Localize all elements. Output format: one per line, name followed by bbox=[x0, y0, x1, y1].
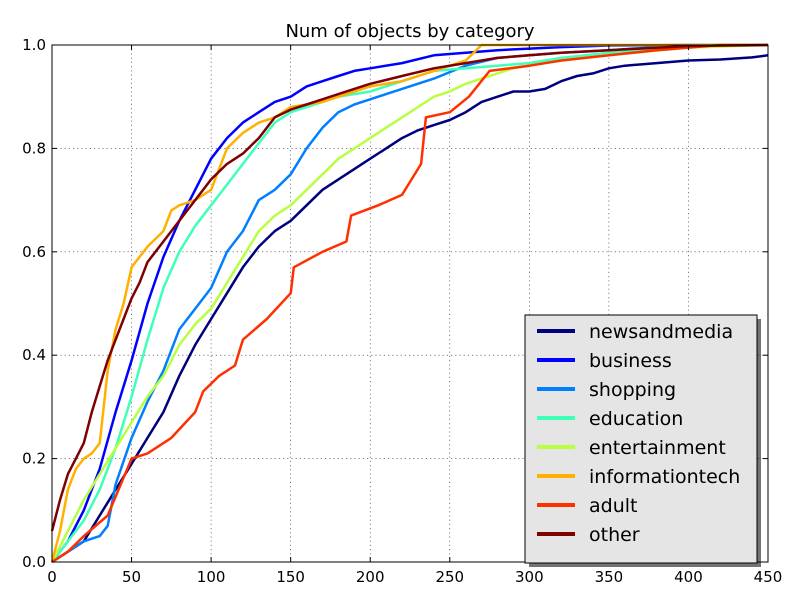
x-tick-label: 250 bbox=[435, 568, 464, 586]
x-tick-label: 450 bbox=[754, 568, 783, 586]
series-line-informationtech bbox=[50, 43, 768, 563]
y-tick-label: 0.6 bbox=[22, 243, 46, 261]
y-tick-label: 0.0 bbox=[22, 553, 46, 571]
x-tick-label: 400 bbox=[674, 568, 703, 586]
legend-label: other bbox=[589, 524, 640, 546]
legend-label: informationtech bbox=[589, 466, 740, 488]
legend-box bbox=[524, 314, 758, 564]
x-tick-label: 300 bbox=[515, 568, 544, 586]
legend-label: business bbox=[589, 350, 672, 372]
x-tick-label: 0 bbox=[47, 568, 57, 586]
legend-label: newsandmedia bbox=[589, 321, 733, 343]
x-tick-label: 100 bbox=[197, 568, 226, 586]
legend-label: entertainment bbox=[589, 437, 726, 459]
plot-frame bbox=[51, 44, 769, 563]
chart-title: Num of objects by category bbox=[285, 21, 534, 42]
series-line-adult bbox=[51, 43, 768, 564]
y-tick-label: 0.8 bbox=[22, 139, 46, 157]
y-tick-label: 0.2 bbox=[22, 450, 46, 468]
x-tick-label: 350 bbox=[595, 568, 624, 586]
x-tick-label: 200 bbox=[356, 568, 385, 586]
series-line-other bbox=[50, 43, 769, 532]
x-tick-label: 50 bbox=[122, 568, 141, 586]
legend-label: shopping bbox=[589, 379, 676, 401]
y-tick-label: 1.0 bbox=[22, 36, 46, 54]
legend-label: adult bbox=[589, 495, 637, 517]
legend-label: education bbox=[589, 408, 683, 430]
series-line-business bbox=[51, 43, 768, 563]
legend: newsandmedia business shopping education ent… bbox=[524, 314, 761, 567]
series-layer bbox=[50, 43, 769, 564]
series-line-newsandmedia bbox=[51, 54, 769, 564]
series-line-education bbox=[51, 43, 768, 563]
y-tick-label: 0.4 bbox=[22, 346, 46, 364]
series-line-entertainment bbox=[50, 43, 769, 563]
tick-labels: 0 50 100 150 200 250 300 350 400 450 0.0 0.2 0.4 0.6 0… bbox=[22, 36, 782, 586]
x-tick-label: 150 bbox=[276, 568, 305, 586]
